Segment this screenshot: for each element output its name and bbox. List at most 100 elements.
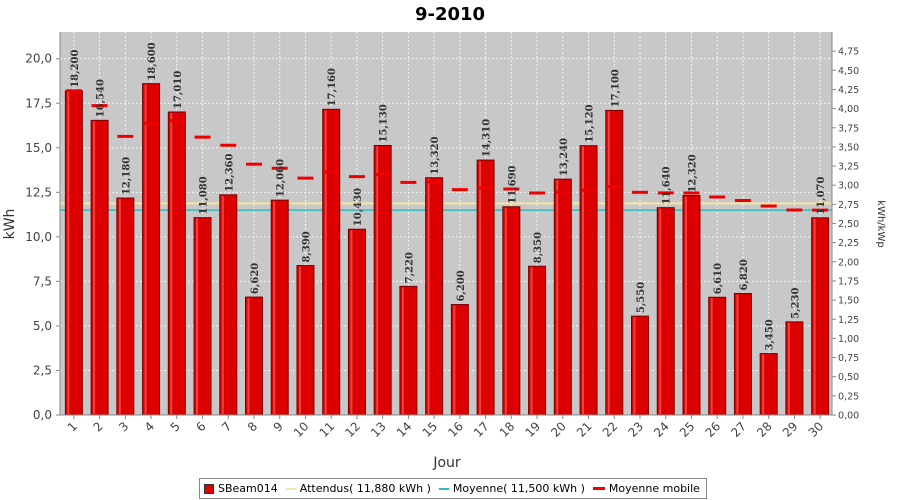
data-label: 16,540 (96, 79, 107, 117)
bar-highlight (144, 84, 147, 414)
bar-highlight (684, 196, 687, 414)
y-tick-label: 12,5 (25, 185, 52, 199)
y2-tick-label: 2,50 (838, 219, 859, 230)
y2-tick-label: 3,75 (838, 123, 859, 134)
x-tick-label: 30 (806, 419, 827, 440)
moving-average-series (65, 89, 829, 212)
bar-highlight (504, 207, 507, 414)
x-tick-labels: 1 2 3 4 5 6 7 8 9 10 11 12 13 14 15 16 17 18 19 20 21 22 23 24 2… (65, 415, 827, 440)
legend-item-attendus: Attendus( 11,880 kWh ) (285, 482, 431, 495)
y2-tick-label: 2,75 (838, 200, 859, 211)
plot-area (60, 32, 832, 415)
y2-tick-label: 3,00 (838, 181, 859, 192)
x-tick-label: 27 (728, 419, 749, 440)
legend-swatch-attendus (285, 487, 296, 490)
x-axis-label: Jour (432, 455, 461, 471)
x-tick-label: 3 (116, 419, 131, 434)
y-tick-label: 20,0 (25, 52, 52, 66)
bar-highlight (273, 201, 276, 414)
data-label: 12,360 (224, 154, 235, 192)
bar-highlight (350, 230, 353, 414)
legend-swatch-moyenne (438, 487, 449, 490)
data-label: 17,010 (173, 71, 184, 109)
bar-highlight (196, 218, 199, 414)
data-labels: 18,200 16,540 12,180 18,600 17,010 11,080 12,3… (70, 42, 827, 350)
data-label: 12,060 (276, 159, 287, 197)
chart-title: 9-2010 (415, 4, 485, 25)
bar-highlight (813, 218, 816, 414)
bar-highlight (607, 111, 610, 414)
legend-label-moving-average: Moyenne mobile (608, 482, 700, 495)
data-label: 6,620 (250, 263, 261, 294)
data-label: 17,160 (327, 68, 338, 106)
x-tick-label: 6 (193, 419, 208, 434)
x-tick-label: 21 (574, 419, 595, 440)
bar-highlight (170, 112, 173, 414)
bar-highlight (710, 298, 713, 414)
data-label: 18,200 (70, 49, 81, 87)
bar-highlight (556, 180, 559, 414)
x-tick-label: 7 (219, 419, 234, 434)
legend-item-bars: SBeam014 (204, 482, 278, 495)
x-tick-label: 16 (445, 419, 466, 440)
bar-highlight (762, 354, 765, 414)
y2-tick-label: 1,00 (838, 334, 859, 345)
data-label: 14,310 (482, 119, 493, 157)
y2-tick-labels: 0,00 0,25 0,50 0,75 1,00 1,25 1,50 1,75 2,00 2,25… (838, 47, 859, 422)
axes (59, 32, 833, 416)
x-tick-label: 5 (168, 419, 183, 434)
y-tick-label: 15,0 (25, 141, 52, 155)
data-label: 5,230 (790, 287, 801, 318)
data-label: 11,070 (816, 176, 827, 214)
data-label: 11,080 (199, 176, 210, 214)
bar-highlight (67, 91, 70, 415)
legend-item-moyenne: Moyenne( 11,500 kWh ) (438, 482, 585, 495)
x-tick-label: 29 (780, 419, 801, 440)
bar-highlight (633, 317, 636, 414)
reference-lines (60, 202, 832, 211)
data-label: 8,390 (301, 231, 312, 262)
x-tick-label: 10 (291, 419, 312, 440)
data-label: 13,320 (430, 136, 441, 174)
bar-highlight (247, 298, 250, 414)
x-tick-label: 28 (754, 419, 775, 440)
y-tick-label: 2,5 (33, 363, 52, 377)
bar-highlight (376, 146, 379, 414)
x-tick-label: 22 (600, 419, 621, 440)
bar-highlight (298, 266, 301, 414)
bar-highlight (787, 322, 790, 414)
legend-swatch-bars (204, 483, 214, 494)
data-label: 7,220 (404, 252, 415, 283)
data-label: 13,240 (559, 138, 570, 176)
data-label: 12,320 (687, 154, 698, 192)
bar-highlight (324, 110, 327, 414)
bar-highlight (530, 267, 533, 414)
y-tick-label: 5,0 (33, 319, 52, 333)
data-label: 6,820 (739, 259, 750, 290)
bar-highlight (118, 199, 121, 414)
bar-highlight (453, 305, 456, 414)
y2-tick-label: 0,00 (838, 411, 859, 422)
x-tick-label: 23 (625, 419, 646, 440)
x-tick-label: 1 (65, 419, 80, 434)
y-axis-label: kWh (2, 209, 18, 240)
x-tick-label: 25 (677, 419, 698, 440)
x-tick-label: 14 (394, 419, 415, 440)
bar-highlight (401, 287, 404, 414)
y2-tick-label: 4,25 (838, 85, 859, 96)
legend-swatch-moving-average (592, 487, 605, 490)
data-label: 15,130 (379, 104, 390, 142)
data-label: 15,120 (585, 104, 596, 142)
legend: SBeam014 Attendus( 11,880 kWh ) Moyenne(… (199, 478, 707, 499)
y2-tick-label: 2,00 (838, 257, 859, 268)
data-label: 8,350 (533, 232, 544, 263)
data-label: 11,640 (662, 166, 673, 204)
legend-label-bars: SBeam014 (218, 482, 278, 495)
data-label: 17,100 (610, 69, 621, 107)
y2-tick-label: 0,25 (838, 391, 859, 402)
x-tick-label: 12 (342, 419, 363, 440)
x-tick-label: 13 (368, 419, 389, 440)
legend-item-moving-average: Moyenne mobile (592, 482, 700, 495)
x-tick-label: 8 (245, 419, 260, 434)
bar-highlight (93, 121, 96, 414)
